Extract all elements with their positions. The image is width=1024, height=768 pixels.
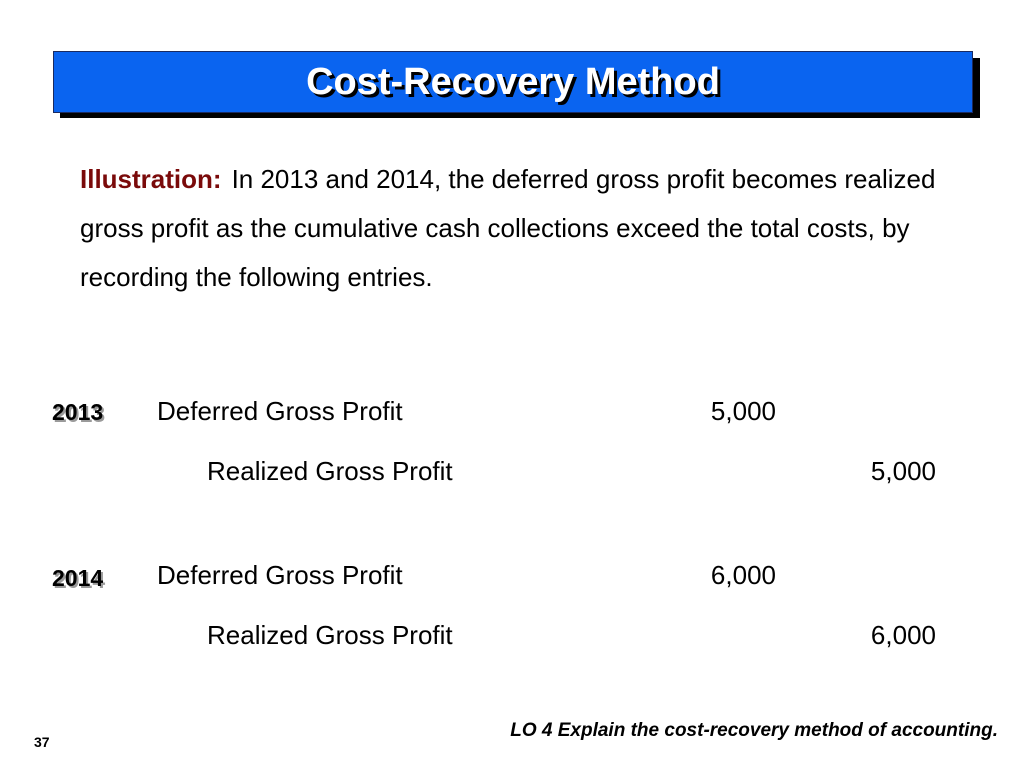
- illustration-paragraph: Illustration: In 2013 and 2014, the defer…: [80, 155, 940, 302]
- slide-title: Cost-Recovery Method: [306, 60, 720, 103]
- entry-2014-credit-amount: 6,000: [870, 620, 936, 650]
- entry-2013-debit-amount: 5,000: [710, 396, 776, 426]
- title-banner: Cost-Recovery Method: [53, 51, 973, 113]
- learning-objective: LO 4 Explain the cost-recovery method of…: [510, 720, 998, 741]
- entry-2014-credit-account: Realized Gross Profit: [207, 620, 453, 650]
- entry-2013-credit-account: Realized Gross Profit: [207, 456, 453, 486]
- entry-2014-debit-account: Deferred Gross Profit: [157, 560, 403, 590]
- entry-2013-debit-account: Deferred Gross Profit: [157, 396, 403, 426]
- entry-year-2013: 2013: [52, 399, 104, 425]
- entry-2014-debit-amount: 6,000: [710, 560, 776, 590]
- entry-2013-credit-amount: 5,000: [870, 456, 936, 486]
- illustration-text: In 2013 and 2014, the deferred gross pro…: [80, 164, 936, 292]
- page-number: 37: [34, 734, 50, 750]
- entry-year-2014: 2014: [52, 565, 104, 591]
- illustration-label: Illustration:: [80, 164, 222, 194]
